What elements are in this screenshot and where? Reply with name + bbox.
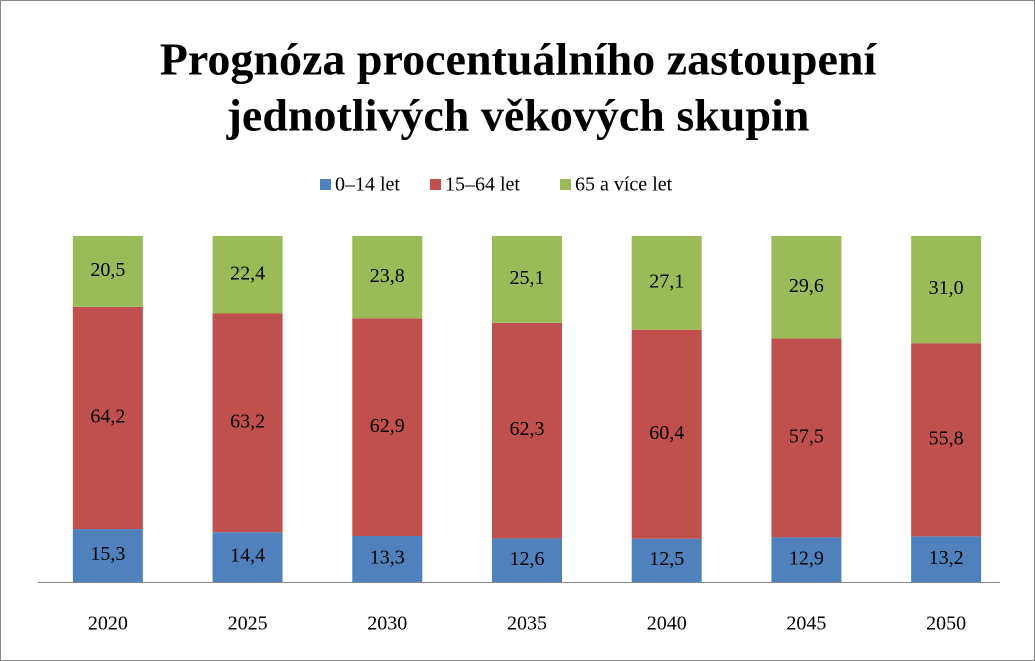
- data-label: 12,5: [649, 548, 684, 570]
- bar-segment: [911, 536, 982, 582]
- legend-swatch: [430, 179, 441, 190]
- bar-segment: [352, 535, 423, 582]
- data-label: 55,8: [929, 427, 964, 449]
- bar-segment: [492, 236, 562, 323]
- bar-segment: [72, 529, 143, 582]
- bar-segment: [631, 236, 702, 330]
- x-tick-label: 2045: [786, 613, 826, 635]
- data-label: 25,1: [510, 267, 545, 289]
- data-label: 63,2: [230, 410, 265, 432]
- data-label: 62,3: [510, 418, 545, 440]
- bar-segment: [631, 538, 702, 582]
- data-label: 12,6: [510, 548, 545, 570]
- chart-title: Prognóza procentuálního zastoupení: [160, 34, 878, 85]
- data-label: 62,9: [370, 415, 405, 437]
- x-tick-label: 2020: [88, 613, 128, 635]
- data-label: 23,8: [370, 265, 405, 287]
- bar-segment: [771, 338, 842, 538]
- x-tick-label: 2030: [367, 613, 407, 635]
- x-tick-label: 2050: [926, 613, 966, 635]
- bar-segment: [492, 538, 562, 582]
- bar-segment: [771, 236, 842, 339]
- legend-swatch: [320, 179, 331, 190]
- data-label: 13,3: [370, 547, 405, 569]
- bar-segment: [72, 306, 143, 530]
- data-label: 13,2: [929, 547, 964, 569]
- x-tick-label: 2040: [647, 613, 687, 635]
- bar-segment: [492, 322, 562, 539]
- data-label: 15,3: [90, 543, 125, 565]
- bar-segment: [212, 313, 283, 533]
- chart-title: jednotlivých věkových skupin: [226, 90, 810, 141]
- legend-label: 15–64 let: [445, 174, 520, 196]
- data-label: 12,9: [789, 547, 824, 569]
- data-label: 22,4: [230, 262, 265, 284]
- data-label: 27,1: [649, 270, 684, 292]
- data-label: 64,2: [90, 406, 125, 428]
- bar-segment: [352, 318, 423, 536]
- data-label: 31,0: [929, 277, 964, 299]
- bar-segment: [352, 236, 423, 319]
- bar-segment: [72, 236, 143, 307]
- data-label: 20,5: [90, 259, 125, 281]
- bar-segment: [771, 537, 842, 582]
- legend-label: 65 a více let: [575, 174, 673, 196]
- x-tick-label: 2025: [228, 613, 268, 635]
- data-label: 60,4: [649, 422, 684, 444]
- legend-label: 0–14 let: [335, 174, 400, 196]
- bar-segment: [911, 343, 982, 537]
- data-label: 14,4: [230, 545, 265, 567]
- bar-segment: [212, 532, 283, 582]
- bar-segment: [911, 236, 982, 344]
- data-label: 57,5: [789, 425, 824, 447]
- x-tick-label: 2035: [507, 613, 547, 635]
- bar-segment: [212, 236, 283, 314]
- bar-segment: [631, 329, 702, 539]
- data-label: 29,6: [789, 275, 824, 297]
- legend-swatch: [560, 179, 571, 190]
